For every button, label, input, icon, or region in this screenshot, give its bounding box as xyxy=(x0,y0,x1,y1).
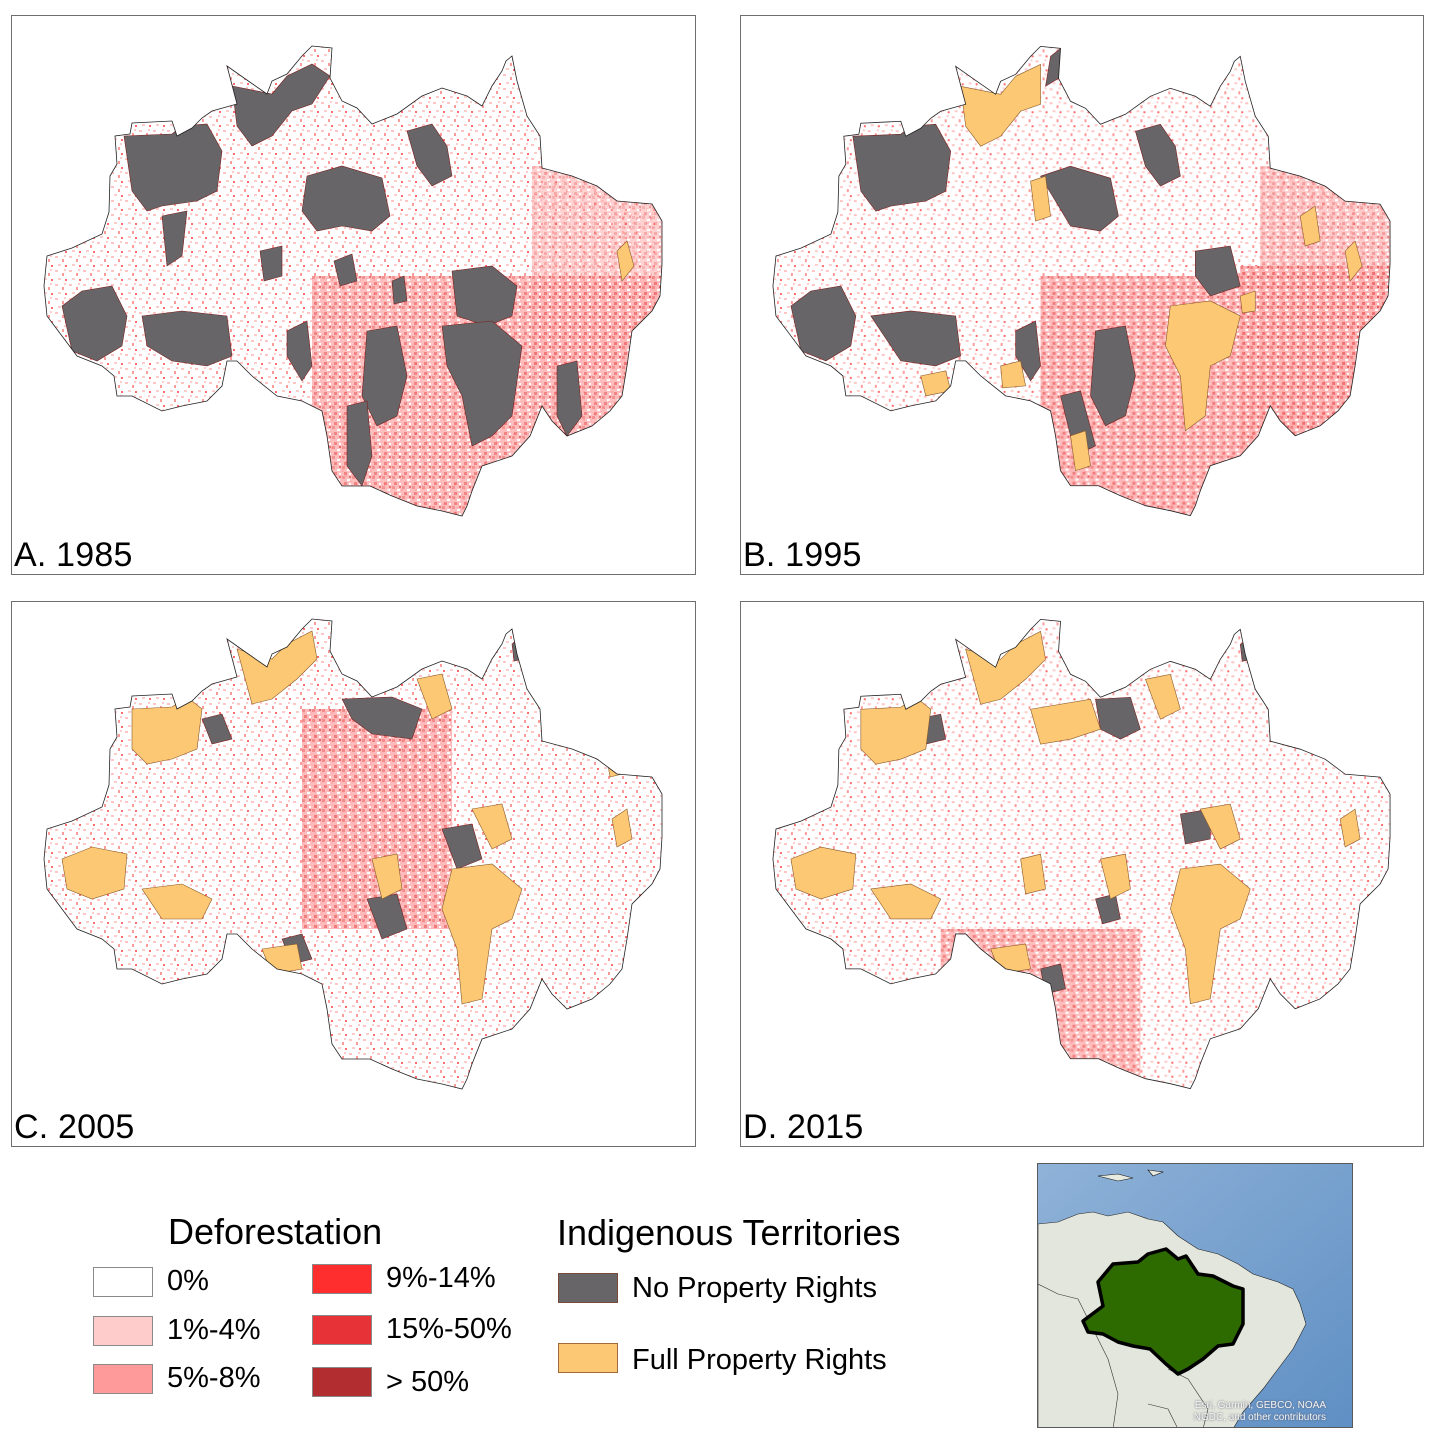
legend-label-15-50pct: 15%-50% xyxy=(386,1313,512,1345)
legend-title-deforestation: Deforestation xyxy=(168,1211,383,1252)
legend-swatch-5-8pct xyxy=(93,1364,153,1394)
inset-locator-map: Esri, Garmin, GEBCO, NOAA NGDC, and othe… xyxy=(1037,1163,1353,1428)
map-panel-b: B. 1995 xyxy=(740,15,1424,575)
panel-label-c: C. 2005 xyxy=(14,1108,135,1146)
legend-swatch-1-4pct xyxy=(93,1316,153,1346)
south-america-basemap xyxy=(1038,1164,1352,1427)
legend-swatch-15-50pct xyxy=(312,1315,372,1345)
legend-swatch-over-50pct xyxy=(312,1367,372,1397)
panel-label-a: A. 1985 xyxy=(14,536,133,574)
amazon-map-2005 xyxy=(43,618,663,1090)
map-panel-a: A. 1985 xyxy=(11,15,696,575)
panel-label-d: D. 2015 xyxy=(743,1108,864,1146)
attribution-line-2: NGDC, and other contributors xyxy=(1193,1412,1326,1423)
amazon-map-2015 xyxy=(772,618,1391,1090)
legend-label-0pct: 0% xyxy=(167,1265,209,1297)
map-attribution: Esri, Garmin, GEBCO, NOAA NGDC, and othe… xyxy=(1194,1400,1326,1424)
legend-swatch-0pct xyxy=(93,1267,153,1297)
map-panel-d: D. 2015 xyxy=(740,601,1424,1147)
legend-title-indigenous-territories: Indigenous Territories xyxy=(557,1212,901,1253)
legend-label-1-4pct: 1%-4% xyxy=(167,1314,261,1346)
map-panel-c: C. 2005 xyxy=(11,601,696,1147)
legend-swatch-9-14pct xyxy=(312,1264,372,1294)
legend-label-5-8pct: 5%-8% xyxy=(167,1362,261,1394)
amazon-map-1985 xyxy=(43,45,663,517)
legend-swatch-no-property-rights xyxy=(558,1273,618,1303)
legend-label-full-property-rights: Full Property Rights xyxy=(632,1344,887,1376)
legend-swatch-full-property-rights xyxy=(558,1343,618,1373)
legend-label-9-14pct: 9%-14% xyxy=(386,1262,496,1294)
amazon-map-1995 xyxy=(772,45,1391,517)
panel-label-b: B. 1995 xyxy=(743,536,862,574)
legend-label-no-property-rights: No Property Rights xyxy=(632,1272,877,1304)
legend-label-over-50pct: > 50% xyxy=(386,1366,470,1398)
attribution-line-1: Esri, Garmin, GEBCO, NOAA xyxy=(1194,1400,1326,1411)
